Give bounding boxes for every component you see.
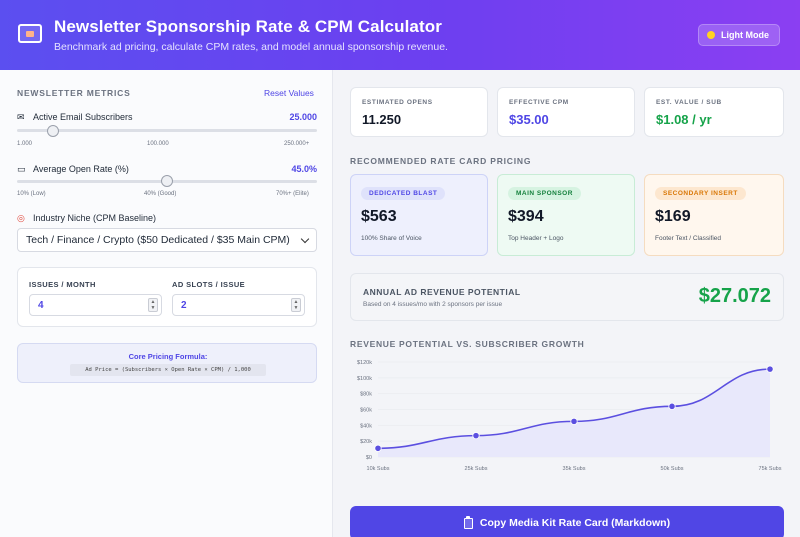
- issues-stepper[interactable]: ▲ ▼: [148, 298, 158, 312]
- chart-x-tick-label: 25k Subs: [465, 466, 488, 472]
- target-icon: ◎: [17, 212, 25, 223]
- chart-x-tick-label: 35k Subs: [563, 466, 586, 472]
- rate-card-secondary: SECONDARY INSERT $169 Footer Text / Clas…: [644, 174, 784, 256]
- annual-revenue-value: $27.072: [698, 285, 771, 307]
- chart-y-tick-label: $120k: [357, 360, 372, 366]
- ad-slots-input[interactable]: 2 ▲ ▼: [172, 294, 305, 316]
- rate-tag: SECONDARY INSERT: [655, 187, 746, 200]
- open-rate-value: 45.0%: [291, 164, 317, 174]
- chart-y-tick-label: $0: [366, 455, 372, 461]
- newsletter-logo-icon: [18, 24, 42, 43]
- email-icon: ✉: [17, 111, 25, 122]
- chart-data-point: [472, 432, 480, 440]
- formula-title: Core Pricing Formula:: [128, 352, 208, 361]
- subscribers-tick-min: 1.000: [17, 141, 33, 147]
- ad-slots-label: AD SLOTS / ISSUE: [172, 280, 246, 289]
- chart-x-tick-label: 75k Subs: [759, 466, 782, 472]
- stat-label: ESTIMATED OPENS: [362, 99, 433, 106]
- chart-area: [378, 369, 770, 457]
- page-subtitle: Benchmark ad pricing, calculate CPM rate…: [54, 41, 448, 53]
- subscribers-label: Active Email Subscribers: [33, 112, 133, 122]
- rate-desc: Top Header + Logo: [508, 235, 564, 242]
- metrics-section-title: NEWSLETTER METRICS: [17, 88, 131, 98]
- chart-y-tick-label: $80k: [360, 392, 372, 398]
- app-header: Newsletter Sponsorship Rate & CPM Calcul…: [0, 0, 800, 70]
- copy-rate-card-label: Copy Media Kit Rate Card (Markdown): [479, 517, 671, 529]
- copy-rate-card-button[interactable]: Copy Media Kit Rate Card (Markdown): [350, 506, 784, 537]
- ad-slots-stepper[interactable]: ▲ ▼: [291, 298, 301, 312]
- formula-code: Ad Price = (Subscribers × Open Rate × CP…: [70, 364, 266, 376]
- open-rate-tick-max: 70%+ (Elite): [276, 191, 309, 197]
- rate-price: $394: [508, 208, 544, 225]
- chart-x-tick-label: 50k Subs: [661, 466, 684, 472]
- revenue-growth-chart: $0 $20k $40k $60k $80k $100k $120k 10k Subs 25k …: [357, 360, 782, 472]
- chart-y-tick-label: $40k: [360, 423, 372, 429]
- niche-label: Industry Niche (CPM Baseline): [33, 213, 157, 223]
- rate-card-section-title: RECOMMENDED RATE CARD PRICING: [350, 156, 532, 166]
- rate-desc: 100% Share of Voice: [361, 235, 422, 242]
- chart-y-tick-label: $20k: [360, 439, 372, 445]
- annual-revenue-basis: Based on 4 issues/mo with 2 sponsors per…: [363, 301, 503, 308]
- sun-icon: [707, 31, 715, 39]
- chart-data-point: [766, 365, 774, 373]
- stat-card-value-per-sub: EST. VALUE / SUB $1.08 / yr: [644, 87, 784, 137]
- stat-card-cpm: EFFECTIVE CPM $35.00: [497, 87, 635, 137]
- annual-revenue-label: ANNUAL AD REVENUE POTENTIAL: [363, 287, 521, 297]
- open-rate-slider-thumb[interactable]: [161, 175, 173, 187]
- rate-card-main-sponsor: MAIN SPONSOR $394 Top Header + Logo: [497, 174, 635, 256]
- rate-price: $169: [655, 208, 691, 225]
- niche-row: ◎ Industry Niche (CPM Baseline): [17, 213, 156, 223]
- chart-data-point: [374, 444, 382, 452]
- ad-slots-input-value: 2: [181, 299, 187, 311]
- stat-label: EST. VALUE / SUB: [656, 99, 722, 106]
- rate-price: $563: [361, 208, 397, 225]
- formula-box: Core Pricing Formula: Ad Price = (Subscr…: [17, 343, 317, 383]
- open-rate-tick-min: 10% (Low): [17, 191, 46, 197]
- open-rate-tick-mid: 40% (Good): [144, 191, 177, 197]
- schedule-box: ISSUES / MONTH 4 ▲ ▼ AD SLOTS / ISSUE 2 ▲…: [17, 267, 317, 327]
- stat-label: EFFECTIVE CPM: [509, 99, 569, 106]
- rate-tag: DEDICATED BLAST: [361, 187, 446, 200]
- stat-value: $1.08 / yr: [656, 112, 712, 127]
- rate-card-dedicated: DEDICATED BLAST $563 100% Share of Voice: [350, 174, 488, 256]
- monitor-icon: ▭: [17, 163, 26, 174]
- niche-select[interactable]: Tech / Finance / Crypto ($50 Dedicated /…: [17, 228, 317, 252]
- rate-desc: Footer Text / Classified: [655, 235, 721, 242]
- issues-label: ISSUES / MONTH: [29, 280, 96, 289]
- niche-select-value: Tech / Finance / Crypto ($50 Dedicated /…: [26, 234, 290, 246]
- open-rate-label: Average Open Rate (%): [33, 164, 129, 174]
- reset-values-link[interactable]: Reset Values: [264, 88, 314, 98]
- chart-y-tick-label: $100k: [357, 376, 372, 382]
- clipboard-icon: [463, 515, 473, 529]
- subscribers-value: 25.000: [289, 112, 317, 122]
- issues-input-value: 4: [38, 299, 44, 311]
- subscribers-slider[interactable]: [17, 129, 317, 132]
- stat-value: $35.00: [509, 112, 549, 127]
- stat-card-opens: ESTIMATED OPENS 11.250: [350, 87, 488, 137]
- subscribers-slider-thumb[interactable]: [47, 125, 59, 137]
- chart-title: REVENUE POTENTIAL VS. SUBSCRIBER GROWTH: [350, 339, 585, 349]
- subscribers-tick-max: 250.000+: [284, 141, 310, 147]
- issues-input[interactable]: 4 ▲ ▼: [29, 294, 162, 316]
- subscribers-row: ✉ Active Email Subscribers: [17, 112, 133, 122]
- subscribers-tick-mid: 100.000: [147, 141, 169, 147]
- chart-x-tick-label: 10k Subs: [367, 466, 390, 472]
- rate-tag: MAIN SPONSOR: [508, 187, 581, 200]
- open-rate-row: ▭ Average Open Rate (%): [17, 164, 129, 174]
- chart-y-tick-label: $60k: [360, 408, 372, 414]
- chevron-down-icon: [300, 234, 310, 243]
- theme-toggle-button[interactable]: Light Mode: [698, 24, 780, 46]
- theme-toggle-label: Light Mode: [721, 30, 769, 40]
- annual-revenue-card: ANNUAL AD REVENUE POTENTIAL Based on 4 i…: [350, 273, 784, 321]
- stat-value: 11.250: [362, 112, 402, 127]
- page-title: Newsletter Sponsorship Rate & CPM Calcul…: [54, 17, 442, 36]
- metrics-panel: NEWSLETTER METRICS Reset Values ✉ Active…: [0, 70, 333, 537]
- chart-data-point: [570, 417, 578, 425]
- chart-data-point: [668, 402, 676, 410]
